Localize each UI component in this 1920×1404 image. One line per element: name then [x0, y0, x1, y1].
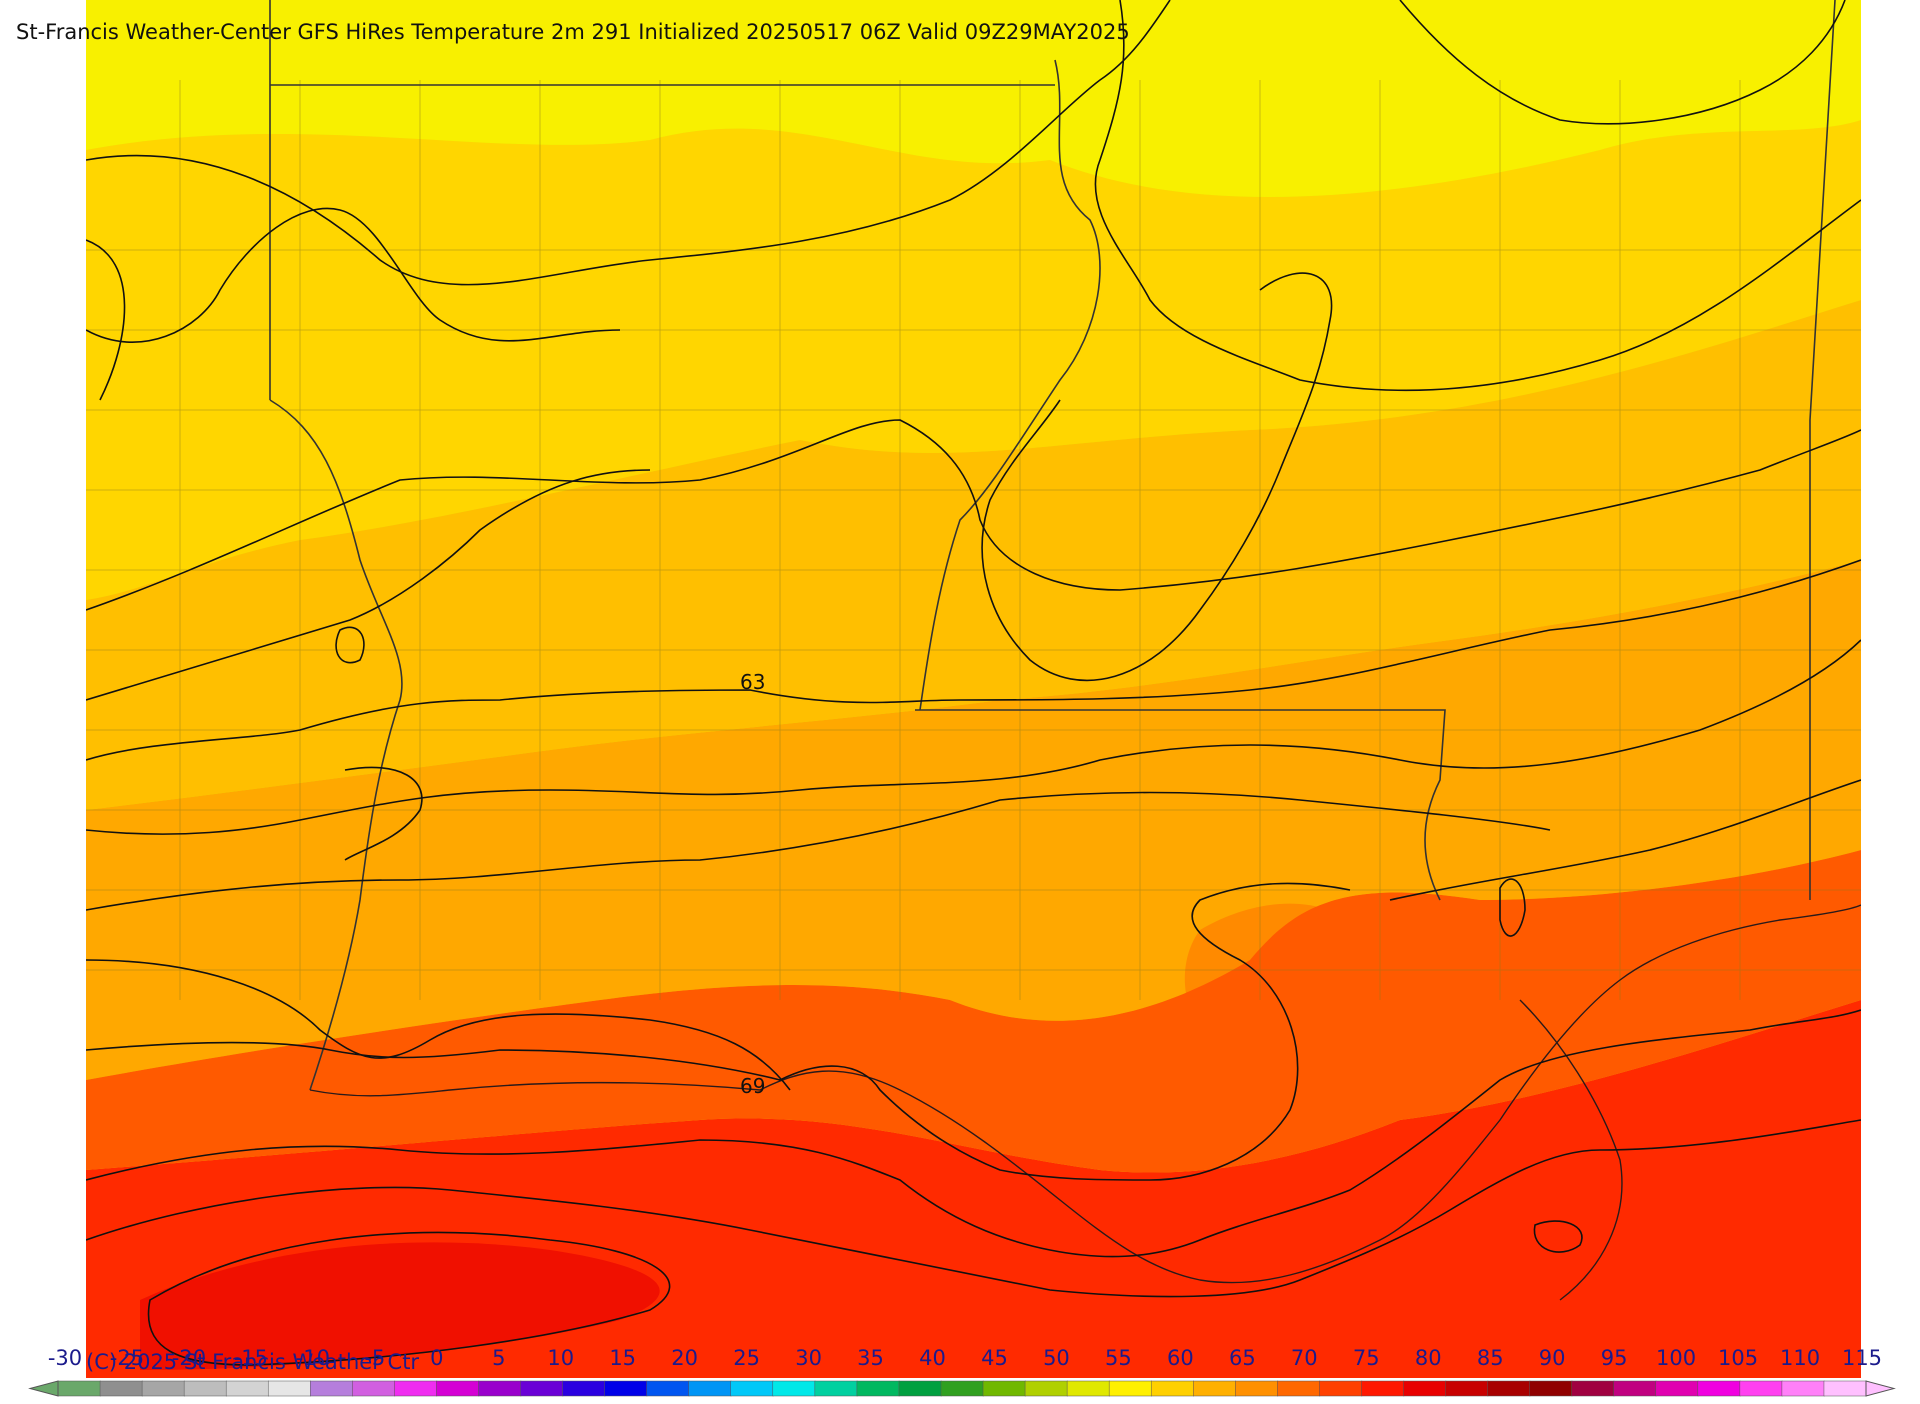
colorbar-swatch	[436, 1380, 480, 1397]
colorbar-swatch	[310, 1380, 354, 1397]
colorbar-swatch	[1613, 1380, 1657, 1397]
colorbar-max-arrow	[1865, 1380, 1896, 1397]
colorbar-tick-label: 35	[857, 1346, 884, 1370]
colorbar-swatch	[394, 1380, 438, 1397]
colorbar-tick-label: 80	[1414, 1346, 1442, 1370]
colorbar-tick-label: 40	[919, 1346, 946, 1370]
colorbar-swatch	[1445, 1380, 1489, 1397]
colorbar-swatch	[1403, 1380, 1447, 1397]
colorbar-min-arrow	[28, 1380, 59, 1397]
colorbar-tick-label: -20	[171, 1346, 207, 1370]
state-borders	[269, 0, 1836, 1091]
colorbar-swatch	[1487, 1380, 1531, 1397]
colorbar-tick-label: 5	[492, 1346, 506, 1370]
colorbar-tick-label: -15	[233, 1346, 269, 1370]
colorbar-tick-label: -30	[47, 1346, 83, 1370]
colorbar-swatch	[99, 1380, 143, 1397]
colorbar-tick-label: 90	[1538, 1346, 1566, 1370]
colorbar-tick-label: 55	[1105, 1346, 1132, 1370]
colorbar-swatch	[940, 1380, 984, 1397]
colorbar-swatch	[1571, 1380, 1615, 1397]
colorbar-swatch	[1150, 1380, 1195, 1397]
isotherm-contours	[86, 0, 1861, 1366]
colorbar-swatch	[1655, 1380, 1699, 1397]
colorbar-tick-label: -5	[364, 1346, 386, 1370]
colorbar-tick-label: 75	[1352, 1346, 1380, 1370]
colorbar-swatch	[1277, 1380, 1321, 1397]
colorbar-tick-label: -25	[109, 1346, 145, 1370]
colorbar-swatch	[1024, 1380, 1068, 1397]
temperature-colorbar	[28, 1380, 1896, 1397]
colorbar-swatch	[814, 1380, 858, 1397]
colorbar-tick-label: 85	[1476, 1346, 1504, 1370]
colorbar-tick-label: 20	[671, 1346, 699, 1370]
colorbar-swatch	[1697, 1380, 1741, 1397]
colorbar-swatch	[141, 1380, 185, 1397]
colorbar-tick-label: 65	[1228, 1346, 1256, 1370]
colorbar-swatch	[57, 1380, 101, 1397]
colorbar-tick-label: 25	[733, 1346, 760, 1370]
colorbar-swatch	[646, 1380, 690, 1397]
colorbar-swatch	[1823, 1380, 1867, 1397]
colorbar-tick-label: 30	[795, 1346, 822, 1370]
coastline	[309, 904, 1861, 1301]
colorbar-tick-label: 105	[1718, 1346, 1759, 1370]
colorbar-tick-label: 115	[1841, 1346, 1883, 1370]
colorbar-swatch	[1739, 1380, 1783, 1397]
colorbar-swatch	[225, 1380, 269, 1397]
colorbar-swatch	[1193, 1380, 1237, 1397]
colorbar-swatch	[772, 1380, 816, 1397]
colorbar-swatch	[520, 1380, 564, 1397]
colorbar-swatch	[688, 1380, 732, 1397]
colorbar-tick-label: 110	[1779, 1346, 1821, 1370]
map-title: St-Francis Weather-Center GFS HiRes Temp…	[16, 20, 1130, 44]
colorbar-tick-label: 95	[1600, 1346, 1628, 1370]
colorbar-tick-label: 45	[981, 1346, 1008, 1370]
copyright-text: (C) 2025 St Francis Weather Ctr	[86, 1350, 420, 1374]
colorbar-tick-label: 60	[1167, 1346, 1194, 1370]
colorbar-swatch	[604, 1380, 648, 1397]
colorbar-swatch	[1066, 1380, 1110, 1397]
colorbar-swatch	[562, 1380, 606, 1397]
colorbar-labels: -30 -25 -20 -15 -10 -5 0 5 10 15 20 25 30 35 40 45 50 55 6…	[0, 1346, 1920, 1376]
colorbar-swatch	[1108, 1380, 1152, 1397]
contour-label-63: 63	[740, 670, 766, 694]
county-borders	[86, 80, 1861, 1000]
colorbar-swatch	[183, 1380, 227, 1397]
colorbar-tick-label: 70	[1290, 1346, 1318, 1370]
colorbar-swatch	[1529, 1380, 1573, 1397]
colorbar-tick-label: 0	[430, 1346, 444, 1370]
temperature-fill-layer	[86, 0, 1861, 1378]
colorbar-swatch	[898, 1380, 942, 1397]
colorbar-tick-label: 15	[609, 1346, 637, 1370]
colorbar-swatch	[730, 1380, 774, 1397]
colorbar-swatch	[267, 1380, 312, 1397]
colorbar-swatch	[1235, 1380, 1279, 1397]
colorbar-tick-label: 10	[547, 1346, 575, 1370]
colorbar-swatch	[1361, 1380, 1405, 1397]
colorbar-swatch	[982, 1380, 1026, 1397]
colorbar-swatch	[1319, 1380, 1363, 1397]
colorbar-tick-label: -10	[295, 1346, 331, 1370]
colorbar-swatch	[352, 1380, 396, 1397]
colorbar-tick-label: 100	[1656, 1346, 1697, 1370]
colorbar-swatch	[478, 1380, 522, 1397]
contour-label-69: 69	[740, 1074, 766, 1098]
colorbar-tick-label: 50	[1043, 1346, 1070, 1370]
colorbar-swatch	[856, 1380, 900, 1397]
colorbar-swatch	[1781, 1380, 1825, 1397]
